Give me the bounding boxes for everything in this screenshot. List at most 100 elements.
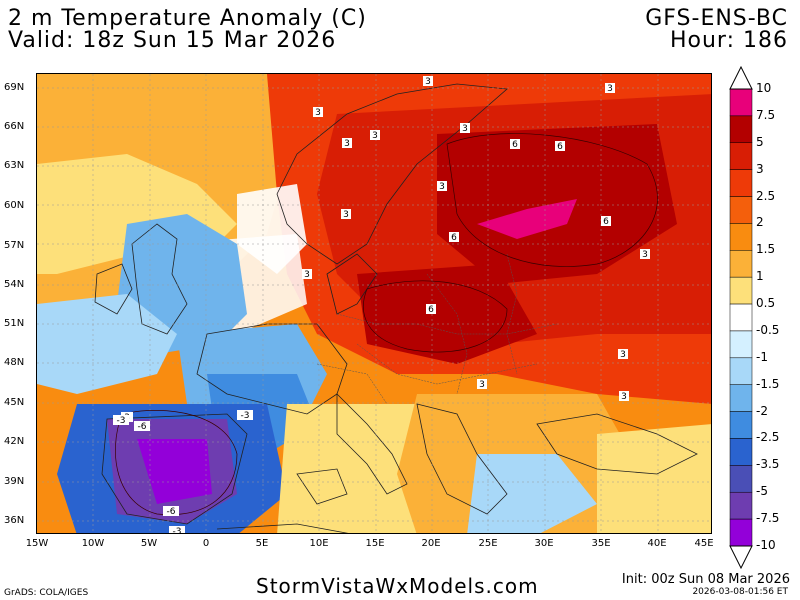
lon-label: 25E [478,538,498,549]
contour-label-text: -3 [173,527,182,534]
anomaly-map-svg: 3 3 3 3 3 3 6 6 3 3 6 6 3 3 6 3 3 3 3 -3… [37,74,711,534]
colorbar-label: -1 [756,349,768,364]
map-title: 2 m Temperature Anomaly (C) [8,6,367,31]
lat-label: 63N [4,160,25,171]
contour-label-text: 6 [512,140,518,150]
contour-label-text: 6 [428,305,434,315]
contour-label-8: 6 [555,141,565,152]
contour-label-text: -3 [241,411,250,421]
valid-time: Valid: 18z Sun 15 Mar 2026 [8,28,337,53]
lon-label: 35E [591,538,611,549]
contour-label-text: 3 [642,250,648,260]
contour-label-14: 3 [302,269,312,280]
contour-label-text: 3 [439,182,445,192]
contour-label-text: 3 [344,139,350,149]
lat-label: 60N [4,200,25,211]
lat-label: 45N [4,397,25,408]
contour-label-10: 3 [341,209,351,220]
field-ocean-cool [37,294,177,394]
contour-label-text: 3 [304,270,310,280]
generated-stamp: 2026-03-08-01:56 ET [692,587,788,597]
colorbar-cell [729,250,753,278]
contour-label-text: 3 [315,108,321,118]
contour-label-text: 3 [372,131,378,141]
contour-label-9: 3 [437,181,447,192]
lon-label: 45E [694,538,714,549]
contours [115,133,658,515]
lon-label: 10E [309,538,329,549]
lon-label: 5W [140,538,158,549]
borders [316,253,558,405]
colorbar-cell [729,330,753,359]
field-dark-red-central [357,264,537,364]
contour-label-text: 3 [620,350,626,360]
forecast-hour: Hour: 186 [669,28,788,53]
colorbar-cell [729,276,753,305]
coastlines [94,83,698,533]
colorbar-label: 2.5 [756,188,776,203]
lat-label: 42N [4,436,25,447]
colorbar-label: 1 [756,269,764,284]
lat-label: 36N [4,515,25,526]
anomaly-map: 3 3 3 3 3 3 6 6 3 3 6 6 3 3 6 3 3 3 3 -3… [36,73,712,534]
lat-label: 39N [4,476,25,487]
colorbar-cell [729,465,753,493]
colorbar-top-arrow [729,65,753,90]
contour-label-text: 6 [603,217,609,227]
contour-label-16: 3 [618,349,628,360]
colorbar-label: 7.5 [756,107,776,122]
colorbar-cell [729,384,753,412]
lon-label: 15W [25,538,49,549]
contour-label-text: 3 [425,77,431,87]
contour-label-6: 3 [342,138,352,149]
contour-label-5: 3 [370,130,380,141]
contour-label-text: 3 [607,84,613,94]
colorbar-bottom-arrow [729,545,753,570]
contour-label-24: -3 [169,526,185,534]
lat-label: 69N [4,82,25,93]
colorbar-label: 1.5 [756,242,776,257]
colorbar-label: -10 [756,538,776,552]
colorbar-label: 3 [756,161,764,176]
contour-label-15: 6 [426,304,436,315]
contour-label-7: 6 [510,139,520,150]
lon-label: 30E [534,538,554,549]
contour-label-text: 3 [343,210,349,220]
contour-label-text: 3 [462,124,468,134]
colorbar [729,65,753,570]
model-name: GFS-ENS-BC [645,6,788,31]
lat-label: 57N [4,240,25,251]
field-magenta [477,199,577,239]
colorbar-label: -2.5 [756,430,780,445]
contour-label-text: -3 [117,416,126,426]
init-time: Init: 00z Sun 08 Mar 2026 [621,572,790,587]
contour-label-17: 3 [477,379,487,390]
colorbar-label: 10 [756,81,772,95]
lon-label: 10W [81,538,105,549]
contour-label-1: 3 [423,76,433,87]
colorbar-cell [729,88,753,117]
colorbar-cell [729,411,753,439]
contour-label-22: -3 [113,415,129,426]
contour-label-13: 3 [640,249,650,260]
grads-credit: GrADS: COLA/IGES [4,588,89,598]
colorbar-cell [729,303,753,332]
lon-label: 5E [255,538,269,549]
colorbar-label: -3.5 [756,457,780,472]
field-greece-cool [467,454,597,533]
contour-label-11: 6 [601,216,611,227]
lat-label: 48N [4,357,25,368]
field-iberia-violet [137,439,212,504]
colorbar-cell [729,223,753,251]
contour-label-4: 3 [460,123,470,134]
lon-label: 0 [202,538,210,549]
contour-label-text: -6 [167,507,176,517]
contour-label-2: 3 [605,83,615,94]
contour-label-18: 3 [619,391,629,402]
colorbar-label: 5 [756,134,764,149]
site-credit: StormVistaWxModels.com [256,574,539,598]
lat-label: 66N [4,121,25,132]
colorbar-cell [729,357,753,385]
contour-label-text: -6 [138,422,147,432]
contour-label-text: 3 [479,380,485,390]
